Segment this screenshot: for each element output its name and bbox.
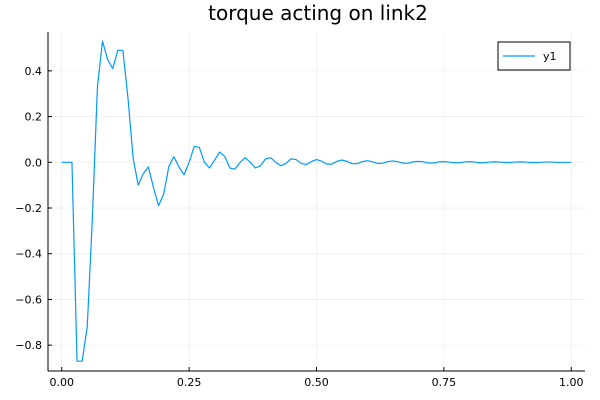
x-tick-label-2: 0.50: [304, 376, 329, 389]
y-tick-label-6: 0.4: [25, 65, 43, 78]
series-line-y1: [61, 40, 572, 362]
legend: y1: [497, 41, 571, 71]
x-tick-label-4: 1.00: [559, 376, 584, 389]
y-tick-label-1: −0.6: [15, 293, 42, 306]
legend-label-y1: y1: [543, 50, 557, 63]
y-tick-label-2: −0.4: [15, 248, 42, 261]
x-tick-label-0: 0.00: [50, 376, 75, 389]
x-tick-label-3: 0.75: [432, 376, 457, 389]
y-tick-label-4: 0.0: [25, 156, 43, 169]
y-tick-label-5: 0.2: [25, 111, 43, 124]
series-layer: [61, 40, 572, 362]
x-tick-label-1: 0.25: [177, 376, 202, 389]
axes: [47, 32, 585, 372]
y-tick-label-3: −0.2: [15, 202, 42, 215]
grid: [48, 32, 585, 371]
y-tick-label-0: −0.8: [15, 339, 42, 352]
tick-labels: 0.00 0.25 0.50 0.75 1.00 −0.8 −0.6 −0.4 −0.2 0.0 0…: [15, 65, 583, 389]
chart-title: torque acting on link2: [208, 1, 428, 25]
